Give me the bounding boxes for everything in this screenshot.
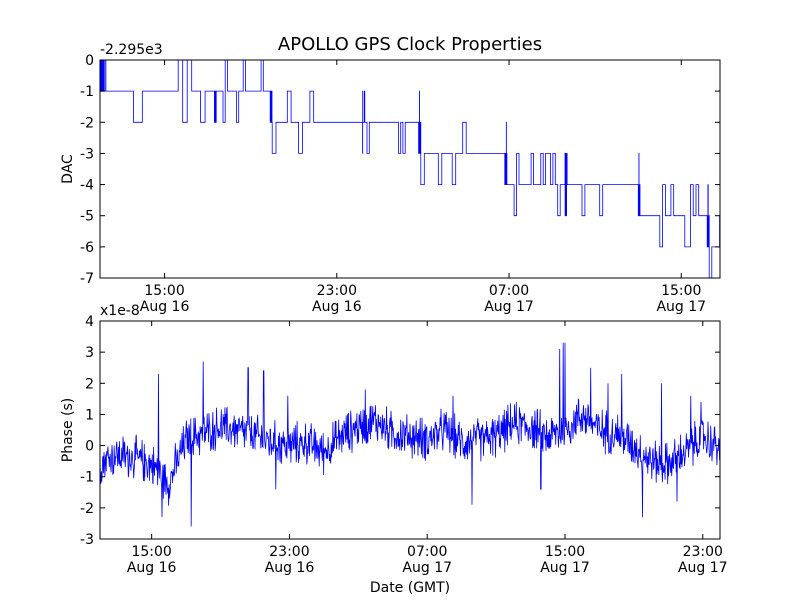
x-tick-date-label: Aug 16 bbox=[140, 299, 190, 315]
y-tick-label: 0 bbox=[85, 439, 94, 455]
x-tick-time-label: 23:00 bbox=[317, 283, 357, 299]
y-tick-label: -4 bbox=[80, 178, 94, 194]
x-tick-date-label: Aug 17 bbox=[540, 560, 590, 576]
x-tick-time-label: 15:00 bbox=[661, 283, 701, 299]
y-tick-label: 1 bbox=[85, 407, 94, 423]
dac-series-line bbox=[100, 60, 720, 278]
y-tick-label: 0 bbox=[85, 53, 94, 69]
phase-series-line bbox=[100, 342, 720, 527]
axes-frame bbox=[99, 320, 721, 540]
x-axis-label: Date (GMT) bbox=[370, 580, 450, 596]
axes-frame bbox=[99, 59, 721, 279]
y-tick-label: -3 bbox=[80, 146, 94, 162]
x-tick-time-label: 15:00 bbox=[144, 283, 184, 299]
x-tick-time-label: 07:00 bbox=[489, 283, 529, 299]
y-tick-label: 3 bbox=[85, 345, 94, 361]
y-tick-label: -2 bbox=[80, 501, 94, 517]
y-axis-label: DAC bbox=[60, 154, 76, 184]
x-tick-date-label: Aug 16 bbox=[127, 560, 177, 576]
x-tick-time-label: 07:00 bbox=[407, 544, 447, 560]
x-tick-time-label: 15:00 bbox=[545, 544, 585, 560]
x-tick-date-label: Aug 17 bbox=[678, 560, 728, 576]
y-tick-label: -5 bbox=[80, 209, 94, 225]
y-tick-label: 4 bbox=[85, 314, 94, 330]
y-tick-label: -2 bbox=[80, 115, 94, 131]
y-tick-label: -1 bbox=[80, 470, 94, 486]
y-axis-label: Phase (s) bbox=[60, 398, 76, 462]
x-tick-date-label: Aug 16 bbox=[265, 560, 315, 576]
y-tick-label: -6 bbox=[80, 240, 94, 256]
x-tick-time-label: 23:00 bbox=[683, 544, 723, 560]
y-tick-label: -1 bbox=[80, 84, 94, 100]
x-tick-time-label: 23:00 bbox=[269, 544, 309, 560]
x-tick-date-label: Aug 17 bbox=[484, 299, 534, 315]
x-tick-date-label: Aug 16 bbox=[312, 299, 362, 315]
x-tick-time-label: 15:00 bbox=[131, 544, 171, 560]
y-tick-label: -3 bbox=[80, 532, 94, 548]
y-tick-label: 2 bbox=[85, 376, 94, 392]
x-tick-date-label: Aug 17 bbox=[656, 299, 706, 315]
chart-title: APOLLO GPS Clock Properties bbox=[278, 34, 542, 55]
axis-offset-label: x1e-8 bbox=[100, 303, 140, 319]
x-tick-date-label: Aug 17 bbox=[402, 560, 452, 576]
axis-offset-label: -2.295e3 bbox=[100, 42, 163, 58]
y-tick-label: -7 bbox=[80, 271, 94, 287]
